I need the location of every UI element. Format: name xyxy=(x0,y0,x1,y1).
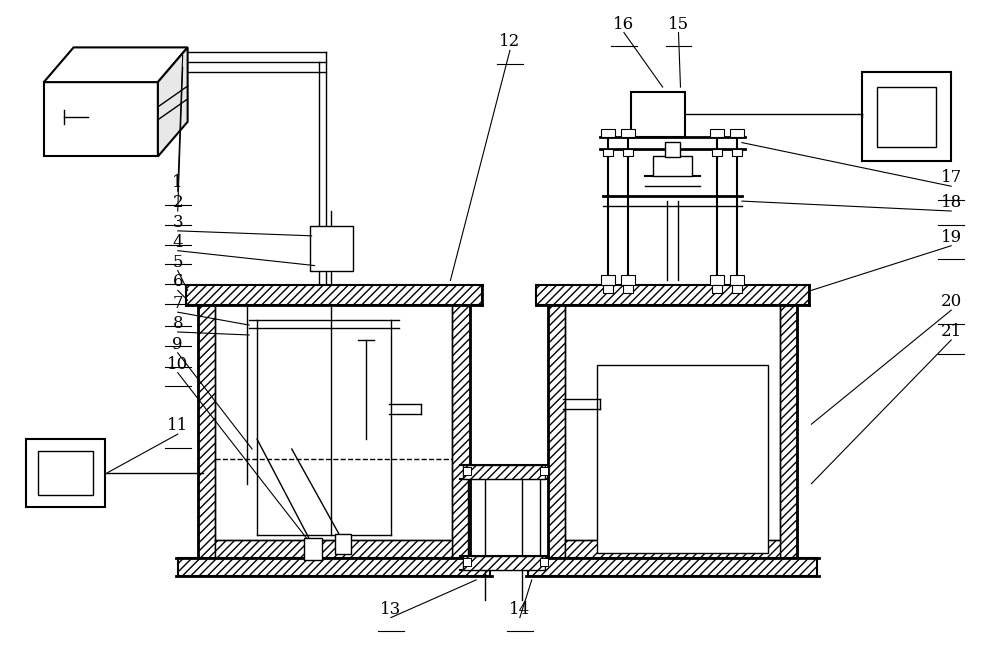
Text: 11: 11 xyxy=(167,417,188,434)
Bar xyxy=(862,72,951,161)
Bar xyxy=(631,92,685,137)
Bar xyxy=(730,276,744,286)
Text: 20: 20 xyxy=(941,293,962,310)
Text: 17: 17 xyxy=(941,169,962,186)
Text: 15: 15 xyxy=(668,15,689,33)
Text: 7: 7 xyxy=(172,295,183,312)
Bar xyxy=(712,149,722,157)
Text: 18: 18 xyxy=(941,194,962,211)
Text: 4: 4 xyxy=(172,234,183,251)
Bar xyxy=(732,149,742,157)
Text: 1: 1 xyxy=(172,174,183,191)
Bar xyxy=(621,129,635,137)
Bar xyxy=(463,465,545,479)
Bar xyxy=(452,305,470,558)
Bar xyxy=(548,305,565,558)
Bar xyxy=(215,540,452,558)
Bar xyxy=(198,305,215,558)
Bar xyxy=(310,226,353,270)
Bar xyxy=(710,129,724,137)
Bar xyxy=(623,286,633,293)
Bar xyxy=(623,149,633,157)
Text: 2: 2 xyxy=(172,194,183,211)
Text: 6: 6 xyxy=(172,274,183,290)
Bar xyxy=(597,365,768,553)
Text: 21: 21 xyxy=(941,323,962,340)
Bar xyxy=(463,556,545,570)
Bar xyxy=(536,286,809,305)
Text: 12: 12 xyxy=(499,33,521,50)
Bar xyxy=(38,451,93,495)
Bar xyxy=(178,558,490,576)
Bar xyxy=(186,286,482,305)
Bar xyxy=(304,539,322,560)
Bar xyxy=(603,286,613,293)
Bar xyxy=(665,141,680,157)
Bar xyxy=(710,276,724,286)
Bar xyxy=(335,535,351,554)
Bar xyxy=(603,149,613,157)
Bar xyxy=(653,157,692,177)
Bar xyxy=(730,129,744,137)
Text: 16: 16 xyxy=(613,15,635,33)
Bar xyxy=(780,305,797,558)
Text: 10: 10 xyxy=(167,356,188,373)
Text: 19: 19 xyxy=(941,228,962,246)
Bar xyxy=(540,467,548,475)
Text: 9: 9 xyxy=(172,336,183,353)
Bar xyxy=(732,286,742,293)
Polygon shape xyxy=(158,47,188,157)
Bar xyxy=(601,276,615,286)
Bar xyxy=(540,558,548,566)
Bar xyxy=(565,540,780,558)
Bar xyxy=(528,558,817,576)
Text: 8: 8 xyxy=(172,315,183,332)
Bar xyxy=(877,87,936,147)
Text: 3: 3 xyxy=(172,214,183,231)
Bar xyxy=(601,129,615,137)
Bar xyxy=(26,439,105,507)
Text: 5: 5 xyxy=(172,254,183,270)
Bar xyxy=(463,467,471,475)
Polygon shape xyxy=(44,47,188,82)
Text: 13: 13 xyxy=(380,601,402,618)
Bar xyxy=(44,82,158,157)
Bar xyxy=(621,276,635,286)
Bar xyxy=(712,286,722,293)
Bar xyxy=(463,558,471,566)
Text: 14: 14 xyxy=(509,601,530,618)
